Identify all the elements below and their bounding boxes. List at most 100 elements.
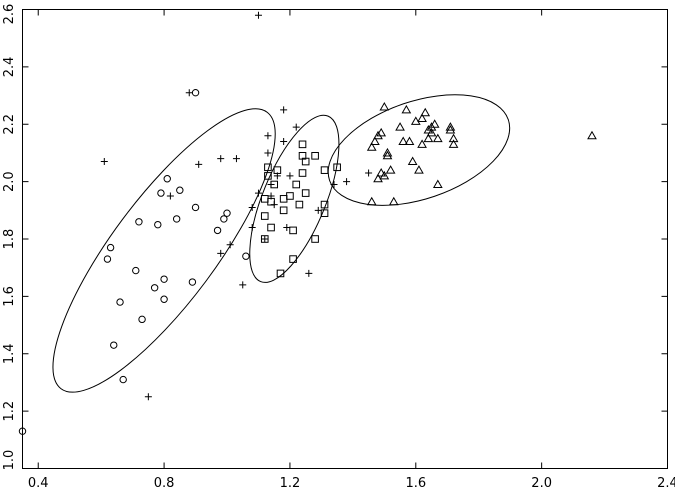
square-marker [260,195,269,203]
square-marker [260,235,269,243]
triangle-marker [448,139,459,148]
plus-marker [239,281,247,289]
triangle-marker [420,107,431,117]
plus-marker [185,89,193,97]
circle-marker [116,298,124,306]
plus-marker [195,160,203,168]
triangle-marker [398,136,409,145]
y-tick-label: 2.0 [2,171,17,192]
plus-marker [254,11,262,19]
square-marker [267,223,275,232]
plus-marker [254,189,262,197]
plus-marker [166,192,174,200]
circle-marker [160,275,168,283]
triangle-marker [432,133,443,143]
plus-marker [286,172,294,180]
triangle-marker [432,179,443,188]
triangle-marker [426,127,437,137]
plus-marker [305,269,313,277]
plus-marker [232,155,240,163]
y-tick-label: 1.2 [2,401,17,422]
triangle-marker [373,130,383,140]
cluster-ellipse-1 [52,108,276,393]
square-marker [264,172,272,180]
plus-marker [217,155,225,163]
square-marker [292,180,301,189]
square-marker [279,195,288,203]
circle-marker [18,427,27,435]
cluster-ellipse-3 [327,94,511,206]
x-tick-label: 2.0 [531,476,552,491]
circle-marker [157,189,165,197]
triangle-marker [423,124,434,134]
plus-marker [144,393,152,401]
circle-marker [154,220,162,229]
triangle-marker [385,165,396,174]
triangle-marker [379,102,390,111]
x-tick-label: 1.6 [405,476,426,491]
triangle-marker [429,119,440,128]
y-tick-label: 1.4 [2,343,17,364]
y-tick-label: 1.0 [2,450,17,471]
triangle-marker [417,139,427,148]
square-marker [276,269,285,278]
y-tick-label: 1.8 [2,229,17,250]
circle-marker [188,278,197,286]
circle-marker [160,295,168,303]
y-tick-label: 2.4 [2,57,17,78]
circle-marker [103,255,112,263]
circle-marker [150,284,159,292]
triangle-marker [370,136,380,145]
circle-marker [163,175,171,183]
x-tick-label: 2.4 [657,476,675,491]
y-tick-label: 2.2 [2,114,17,135]
triangle-marker [410,116,421,125]
triangle-marker [379,170,390,180]
circle-marker [176,186,184,194]
triangle-marker [395,122,405,131]
square-marker [301,157,310,166]
circle-marker [138,315,146,324]
square-marker [260,212,269,220]
triangle-marker [382,150,393,160]
square-marker [273,166,282,174]
triangle-marker [417,113,427,123]
triangle-marker [404,136,415,145]
x-tick-label: 1.2 [280,476,301,491]
plus-marker [280,106,288,114]
plus-marker [283,224,291,232]
circle-marker [106,243,115,252]
circle-marker [223,209,231,217]
triangle-marker [423,133,434,143]
triangle-marker [445,124,456,134]
markers [18,11,597,435]
plus-marker [100,158,108,166]
y-axis: 1.0 1.2 1.4 1.6 1.8 2.0 2.2 2.4 2.6 [2,4,668,471]
square-marker [298,140,307,149]
square-marker [301,189,310,197]
plus-marker [226,241,234,249]
triangle-marker [388,196,399,206]
plus-marker [365,169,373,177]
y-tick-label: 2.6 [2,4,17,25]
triangle-marker [382,147,393,157]
triangle-marker [587,130,597,140]
circle-marker [110,341,118,349]
square-marker [333,163,341,172]
triangle-marker [445,122,456,131]
plus-marker [217,249,225,257]
x-axis: 0.4 0.8 1.2 1.6 2.0 2.4 [28,9,675,491]
circle-marker [172,215,181,223]
circle-marker [191,203,200,212]
plus-marker [264,149,272,157]
cluster-ellipse-2 [249,114,340,283]
x-tick-label: 0.4 [28,476,49,491]
square-marker [267,197,275,206]
plus-marker [280,137,288,145]
square-marker [270,180,279,189]
plus-marker [343,178,351,186]
triangle-marker [401,104,412,114]
triangle-marker [366,196,377,206]
triangle-marker [407,156,418,166]
